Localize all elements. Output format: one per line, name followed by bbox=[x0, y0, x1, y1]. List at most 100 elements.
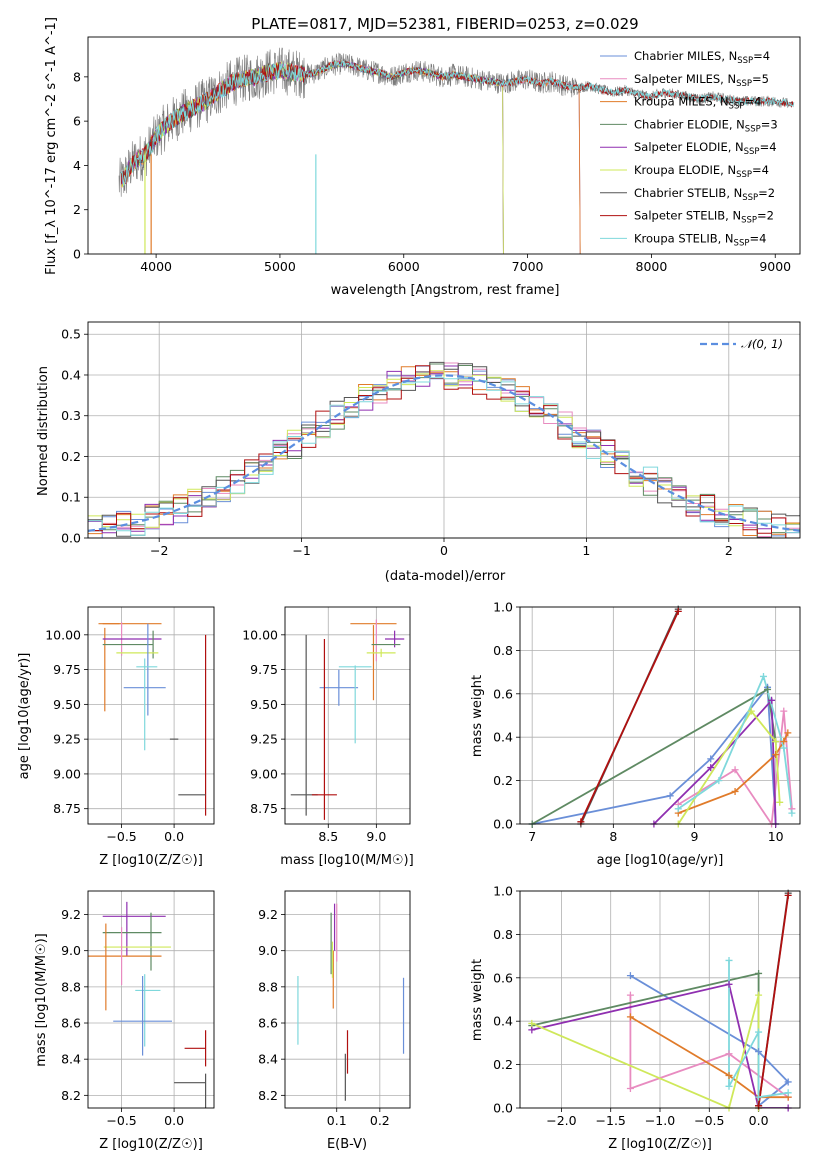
x-tick-label: 0.1 bbox=[327, 1113, 347, 1128]
x-tick-label: 0.0 bbox=[164, 1113, 184, 1128]
y-tick-label: 0.5 bbox=[61, 327, 81, 342]
legend-entry: 𝒩(0, 1) bbox=[741, 337, 783, 351]
x-tick-label: 4000 bbox=[140, 259, 172, 274]
legend-entry: Salpeter STELIB, NSSP=2 bbox=[634, 209, 774, 226]
x-tick-label: 7 bbox=[528, 829, 536, 844]
chart-mass_vs_ebv: 0.1 0.2 8.2 8.4 8.6 8.8 9.0 9.2 E(B-V) bbox=[258, 890, 411, 1152]
mass-weight-marker bbox=[788, 809, 796, 817]
legend-entry: Chabrier ELODIE, NSSP=3 bbox=[634, 117, 778, 134]
residual-histogram bbox=[88, 361, 800, 538]
mass-weight-line bbox=[531, 983, 789, 1108]
mass-weight-marker bbox=[528, 1019, 536, 1027]
y-axis-label: mass [log10(M/M☉)] bbox=[34, 933, 49, 1066]
x-tick-label: −2 bbox=[150, 543, 168, 558]
y-tick-label: 9.50 bbox=[53, 697, 81, 712]
x-tick-label: 9000 bbox=[759, 259, 791, 274]
y-tick-label: 0.0 bbox=[493, 817, 513, 832]
mass-weight-line bbox=[629, 1016, 789, 1099]
x-tick-label: 0.0 bbox=[164, 829, 184, 844]
x-tick-label: −1.5 bbox=[596, 1113, 626, 1128]
y-tick-label: 9.0 bbox=[61, 943, 81, 958]
y-tick-label: 8.8 bbox=[258, 979, 278, 994]
spectrum-model-line bbox=[121, 60, 795, 186]
y-tick-label: 0.6 bbox=[493, 970, 513, 985]
y-tick-label: 0.3 bbox=[61, 408, 81, 423]
mass-weight-marker bbox=[528, 1026, 536, 1034]
spectrum-model-line bbox=[121, 60, 794, 184]
y-tick-label: 0.0 bbox=[493, 1101, 513, 1116]
mass-weight-marker bbox=[772, 738, 780, 746]
panels: 4000 5000 6000 7000 8000 9000 0 2 4 6 8 Chabrier MI… bbox=[17, 17, 801, 1152]
plot-area-mass_vs_Z bbox=[88, 901, 207, 1108]
mass-weight-marker bbox=[731, 766, 739, 774]
mass-weight-marker bbox=[759, 672, 767, 680]
y-tick-label: 1.0 bbox=[493, 600, 513, 615]
mass-weight-line bbox=[653, 698, 777, 824]
mass-weight-marker bbox=[626, 1013, 634, 1021]
mass-weight-marker bbox=[725, 1071, 733, 1079]
mass-weight-marker bbox=[755, 991, 763, 999]
x-axis-label: Z [log10(Z/Z☉)] bbox=[99, 1137, 203, 1152]
y-axis-label: Flux [f_λ 10^-17 erg cm^-2 s^-1 A^-1] bbox=[44, 17, 59, 275]
x-tick-label: 10 bbox=[768, 829, 784, 844]
y-tick-label: 8.2 bbox=[258, 1088, 278, 1103]
mass-weight-marker bbox=[747, 707, 755, 715]
mass-weight-line bbox=[580, 610, 680, 823]
x-axis-label: Z [log10(Z/Z☉)] bbox=[608, 1137, 712, 1152]
y-tick-label: 9.25 bbox=[53, 732, 81, 747]
axes-frame bbox=[87, 606, 215, 825]
x-axis-label: age [log10(age/yr)] bbox=[597, 853, 724, 868]
y-tick-label: 0.2 bbox=[61, 449, 81, 464]
mass-weight-marker bbox=[764, 685, 772, 693]
x-tick-label: −0.5 bbox=[106, 829, 136, 844]
mass-weight-marker bbox=[780, 738, 788, 746]
y-tick-label: 0.2 bbox=[493, 773, 513, 788]
chart-age_vs_Z: −0.5 0.0 8.75 9.00 9.25 9.50 9.75 10.00 Z [log10… bbox=[17, 606, 215, 868]
y-tick-label: 0.8 bbox=[493, 643, 513, 658]
x-tick-label: 0.2 bbox=[370, 1113, 390, 1128]
mass-weight-line bbox=[757, 895, 790, 1106]
y-tick-label: 8.75 bbox=[53, 801, 81, 816]
mass-weight-marker bbox=[725, 980, 733, 988]
mass-weight-marker bbox=[674, 607, 682, 615]
x-axis-label: Z [log10(Z/Z☉)] bbox=[99, 853, 203, 868]
x-tick-label: −0.5 bbox=[694, 1113, 724, 1128]
chart-mass_vs_Z: −0.5 0.0 8.2 8.4 8.6 8.8 9.0 9.2 Z [log10(Z/Z☉)]… bbox=[34, 890, 215, 1152]
mass-weight-marker bbox=[626, 972, 634, 980]
mass-weight-marker bbox=[666, 792, 674, 800]
mass-weight-marker bbox=[725, 1082, 733, 1090]
figure-title: PLATE=0817, MJD=52381, FIBERID=0253, z=0… bbox=[251, 15, 638, 33]
legend-entry: Kroupa ELODIE, NSSP=4 bbox=[634, 163, 769, 180]
legend-entry: Kroupa STELIB, NSSP=4 bbox=[634, 231, 766, 248]
x-tick-label: 8000 bbox=[636, 259, 668, 274]
mass-weight-marker bbox=[707, 755, 715, 763]
y-tick-label: 6 bbox=[73, 114, 81, 129]
mass-weight-marker bbox=[731, 787, 739, 795]
mass-weight-line bbox=[629, 974, 790, 1107]
x-tick-label: 0.0 bbox=[749, 1113, 769, 1128]
plot-area-mass_weight_vs_age bbox=[531, 608, 793, 824]
mass-weight-marker bbox=[768, 696, 776, 704]
chart-age_vs_mass: 8.5 9.0 8.75 9.00 9.25 9.50 9.75 10.00 mass [log… bbox=[242, 606, 414, 868]
axes-frame bbox=[519, 890, 801, 1109]
spectrum-data-line bbox=[118, 47, 788, 197]
x-tick-label: 8.5 bbox=[318, 829, 338, 844]
y-tick-label: 0 bbox=[73, 247, 81, 262]
y-tick-label: 8.2 bbox=[61, 1088, 81, 1103]
y-axis-label: mass weight bbox=[470, 675, 485, 757]
mass-weight-marker bbox=[755, 1028, 763, 1036]
plot-area-spectrum bbox=[118, 47, 795, 254]
y-tick-label: 0.4 bbox=[493, 730, 513, 745]
normal-reference-curve bbox=[88, 374, 800, 532]
y-tick-label: 8.4 bbox=[258, 1052, 278, 1067]
x-tick-label: −2.0 bbox=[546, 1113, 576, 1128]
mass-weight-marker bbox=[755, 969, 763, 977]
y-tick-label: 9.25 bbox=[250, 732, 278, 747]
chart-spectrum: 4000 5000 6000 7000 8000 9000 0 2 4 6 8 Chabrier MI… bbox=[44, 17, 801, 298]
y-tick-label: 0.6 bbox=[493, 686, 513, 701]
y-tick-label: 8.6 bbox=[258, 1016, 278, 1031]
x-tick-label: 6000 bbox=[388, 259, 420, 274]
legend-entry: Salpeter MILES, NSSP=5 bbox=[634, 72, 769, 89]
y-tick-label: 9.00 bbox=[250, 766, 278, 781]
